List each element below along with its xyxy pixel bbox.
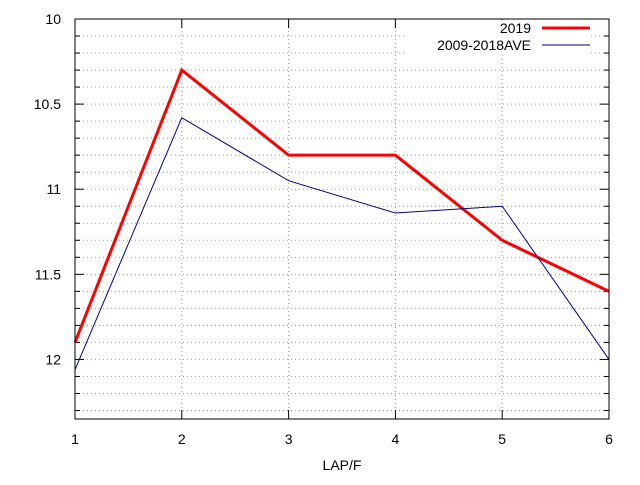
legend-label: 2009-2018AVE xyxy=(437,37,531,53)
series-line-1 xyxy=(73,67,610,343)
x-tick-label: 6 xyxy=(605,431,613,447)
plot-frame xyxy=(74,18,610,420)
y-tick-label: 10 xyxy=(45,11,61,27)
y-tick-label: 10.5 xyxy=(34,96,61,112)
legend-background xyxy=(405,20,590,37)
x-tick-label: 1 xyxy=(71,431,79,447)
x-axis-label: LAP/F xyxy=(323,457,362,473)
x-tick-label: 5 xyxy=(498,431,506,447)
x-tick-label: 2 xyxy=(178,431,186,447)
x-tick-label: 3 xyxy=(285,431,293,447)
x-tick-label: 4 xyxy=(392,431,400,447)
series-line-2 xyxy=(74,117,610,370)
legend-background xyxy=(405,37,590,54)
grid-lines xyxy=(75,19,609,419)
y-tick-label: 11 xyxy=(46,181,61,197)
y-tick-label: 11.5 xyxy=(35,266,61,282)
series-lines xyxy=(73,67,610,370)
legend-label: 2019 xyxy=(500,20,531,36)
y-tick-label: 12 xyxy=(45,351,61,367)
